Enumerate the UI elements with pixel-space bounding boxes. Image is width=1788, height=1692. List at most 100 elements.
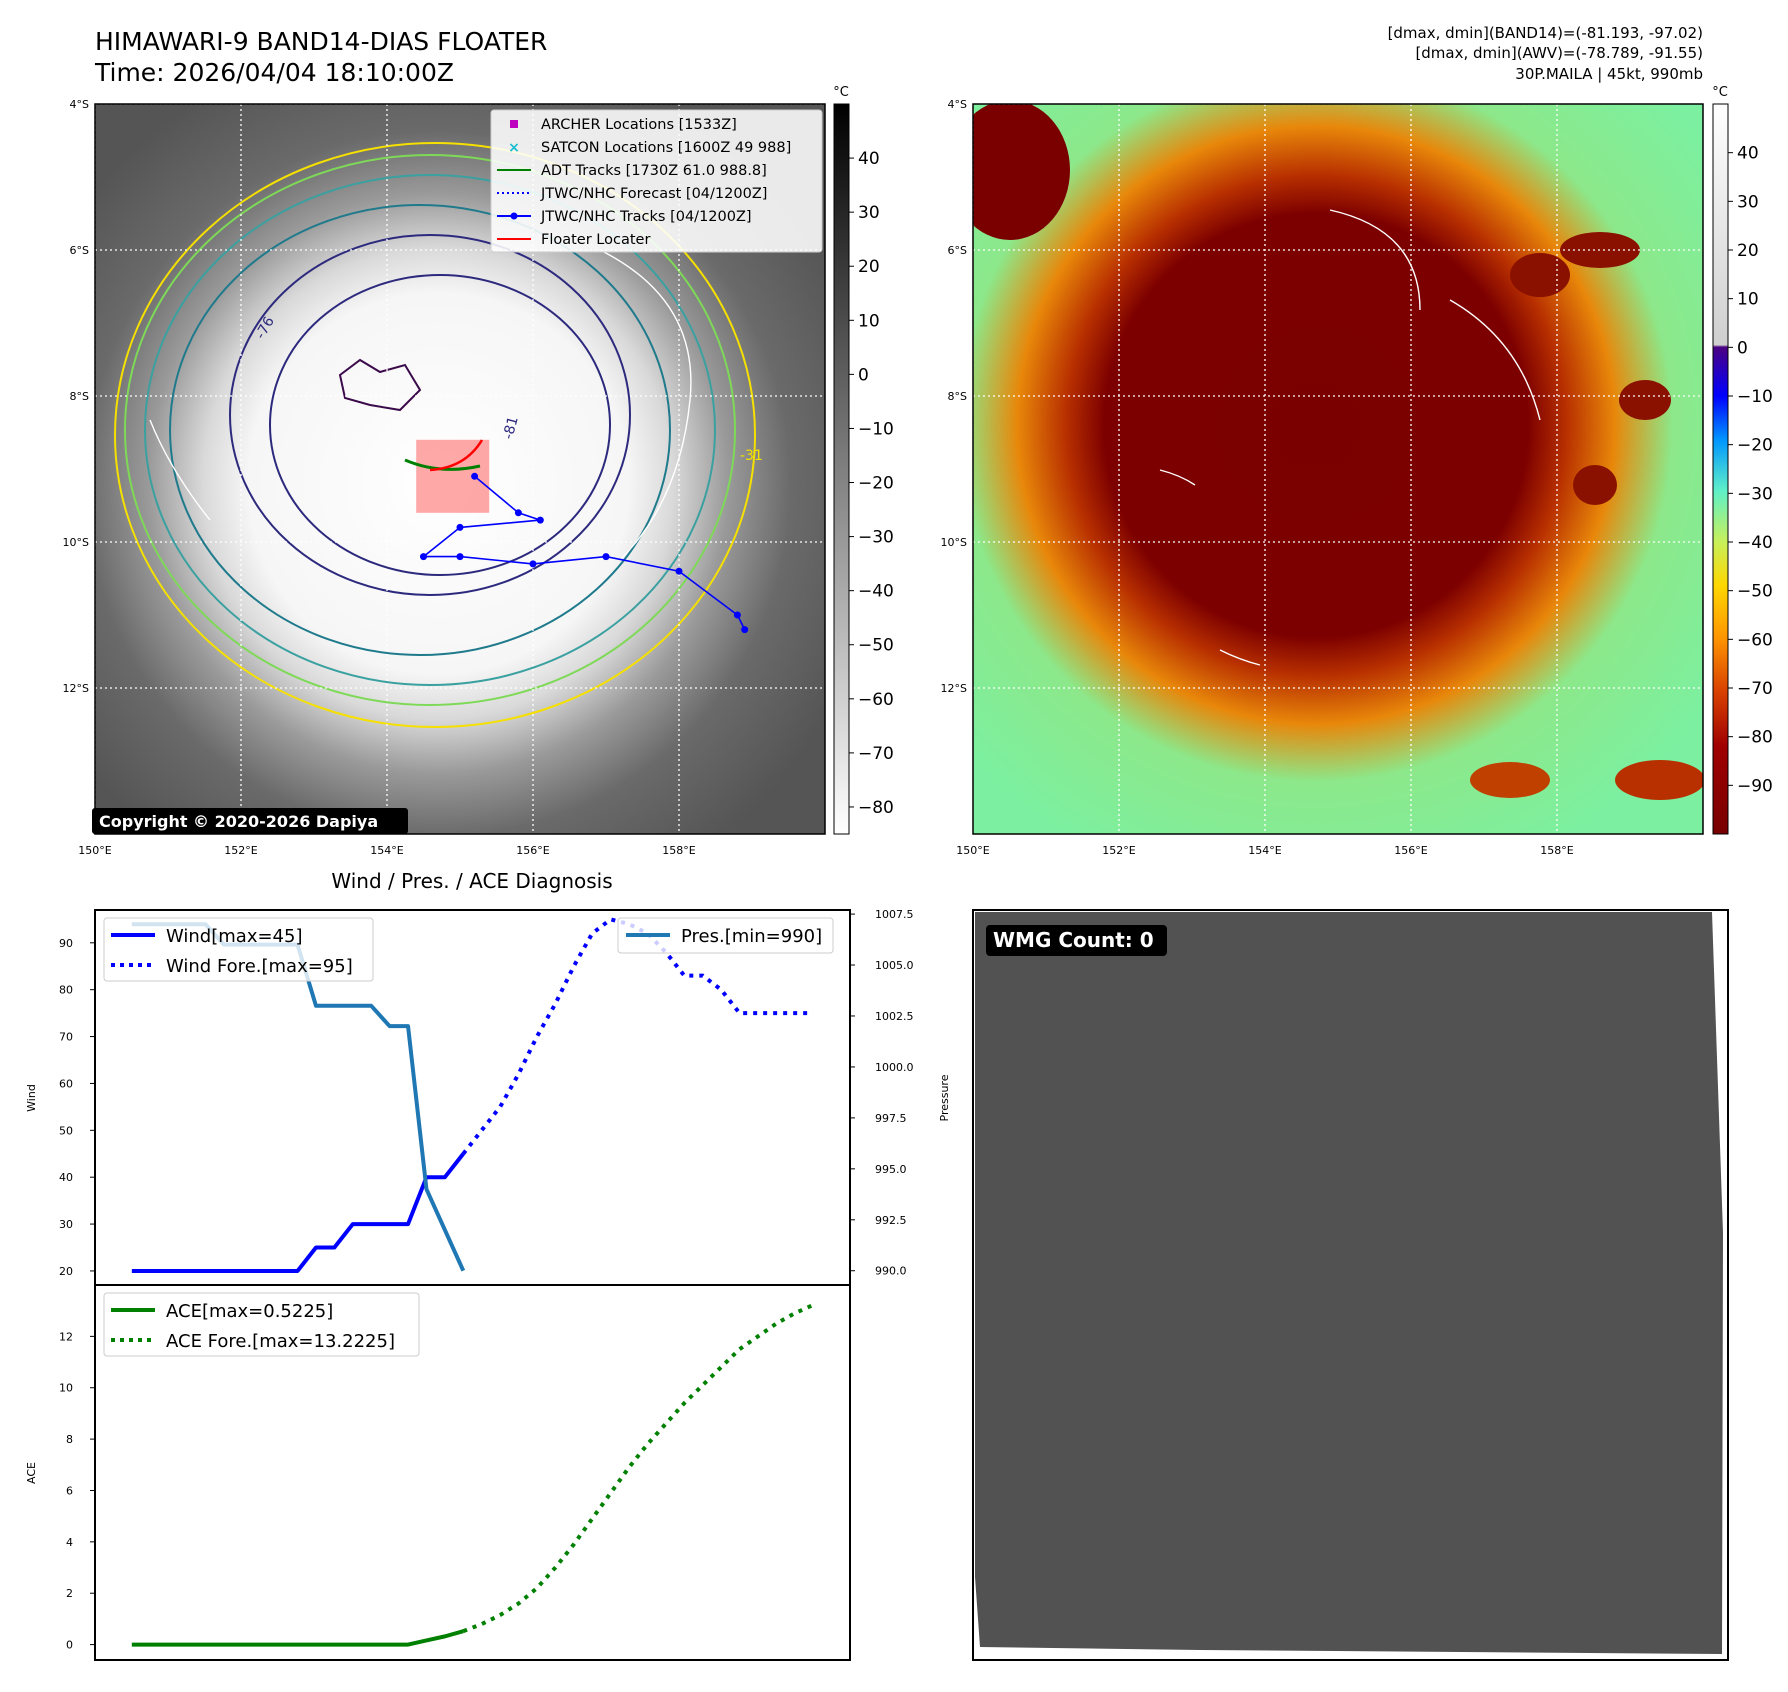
lat-label: 4°S [948, 98, 967, 111]
lat-label: 6°S [948, 244, 967, 257]
pressure-y-tick-label: 992.5 [875, 1214, 907, 1227]
jtwc-track-point [514, 509, 522, 517]
colorbar-tick-label: 10 [858, 311, 880, 331]
ace-legend-box [103, 1292, 420, 1357]
lon-label: 150°E [956, 844, 989, 857]
awv-map-panel: 4°S6°S8°S10°S12°S 150°E 152°E 154°E 156°E 15… [941, 98, 1704, 857]
legend-marker: × [508, 140, 520, 156]
awv-colorbar-unit: °C [1712, 85, 1728, 100]
lat-label: 10°S [63, 536, 89, 549]
pressure-legend-label: Pres.[min=990] [681, 926, 822, 947]
ir-colorbar: °C 40 30 20 10 0 −10 −20 −30 −40 −50 −60 −70 −80 [833, 85, 894, 835]
legend-label: ADT Tracks [1730Z 61.0 988.8] [541, 163, 767, 179]
awv-lat-labels: 4°S 6°S 8°S 10°S 12°S [941, 98, 967, 695]
ir-colorbar-unit: °C [833, 85, 849, 100]
colorbar-tick-label: −20 [1737, 436, 1773, 456]
legend-label: Floater Locater [541, 232, 650, 248]
figure-time: Time: 2026/04/04 18:10:00Z [94, 58, 454, 87]
lon-label: 154°E [1248, 844, 1281, 857]
ace-y-tick-label: 10 [59, 1382, 73, 1395]
ace-y-tick-label: 8 [66, 1433, 73, 1446]
info-line-awv: [dmax, dmin](AWV)=(-78.789, -91.55) [1415, 44, 1703, 62]
colorbar-tick-label: 30 [858, 203, 880, 223]
ace-y-tick-label: 4 [66, 1536, 73, 1549]
wind-forecast-legend-label: Wind Fore.[max=95] [166, 956, 353, 977]
legend-label: SATCON Locations [1600Z 49 988] [541, 140, 791, 156]
pressure-legend-box [617, 917, 834, 954]
pressure-y-ticks: 990.0 992.5 995.0 997.5 1000.0 1002.5 1005.0 10… [850, 908, 914, 1278]
map-legend-items: ARCHER Locations [1533Z] × SATCON Location… [497, 117, 791, 248]
lon-label: 152°E [224, 844, 257, 857]
wind-y-tick-label: 80 [59, 984, 73, 997]
floater-locater-box [416, 439, 490, 513]
ir-lat-labels: 4°S 6°S 8°S 10°S 12°S [63, 98, 89, 695]
jtwc-track-point [741, 626, 749, 634]
lon-label: 152°E [1102, 844, 1135, 857]
awv-colorbar-bar [1712, 103, 1729, 835]
wind-y-tick-label: 90 [59, 937, 73, 950]
lon-label: 150°E [78, 844, 111, 857]
ace-series [131, 1303, 814, 1647]
map-legend-box [490, 109, 823, 253]
pressure-y-tick-label: 990.0 [875, 1265, 907, 1278]
wind-legend-box [103, 917, 374, 982]
jtwc-track-point [420, 553, 427, 561]
lat-label: 4°S [70, 98, 89, 111]
lon-label: 158°E [1540, 844, 1573, 857]
jtwc-track-point [602, 553, 610, 561]
lon-label: 158°E [662, 844, 695, 857]
colorbar-tick-label: 20 [1737, 241, 1759, 261]
wmg-count: WMG Count: 0 [993, 928, 1154, 952]
wind-pressure-chart: 20 30 40 50 60 70 80 90 990.0 992.5 995.0 997.5 100… [25, 908, 951, 1286]
colorbar-tick-label: −10 [858, 419, 894, 439]
series-line [461, 917, 814, 1155]
copyright-box [92, 808, 408, 834]
lon-label: 156°E [516, 844, 549, 857]
colorbar-tick-label: −80 [1737, 728, 1773, 748]
ir-colorbar-ticks: 40 30 20 10 0 −10 −20 −30 −40 −50 −60 −70 −80 [849, 149, 894, 818]
series-line [462, 1303, 814, 1634]
ace-y-label: ACE [25, 1462, 38, 1484]
wind-y-label: Wind [25, 1084, 38, 1112]
ace-legend: ACE[max=0.5225] ACE Fore.[max=13.2225] [103, 1292, 420, 1357]
jtwc-track-point [733, 611, 741, 619]
ace-chart: 0 2 4 6 8 10 12 ACE ACE[max=0.5225] ACE Fore.[… [25, 1284, 851, 1661]
colorbar-tick-label: −80 [858, 798, 894, 818]
wind-y-tick-label: 60 [59, 1077, 73, 1090]
awv-lon-labels: 150°E 152°E 154°E 156°E 158°E [956, 844, 1573, 857]
pressure-legend: Pres.[min=990] [617, 917, 834, 954]
awv-colorbar-ticks: 40 30 20 10 0 −10 −20 −30 −40 −50 −60 −70 −80 −90 [1728, 144, 1773, 796]
ir-contours [114, 142, 756, 728]
colorbar-tick-label: 20 [858, 257, 880, 277]
lon-label: 154°E [370, 844, 403, 857]
ir-lon-labels: 150°E 152°E 154°E 156°E 158°E [78, 844, 695, 857]
ace-y-ticks: 0 2 4 6 8 10 12 [59, 1330, 95, 1652]
lon-label: 156°E [1394, 844, 1427, 857]
pressure-y-tick-label: 1000.0 [875, 1061, 914, 1074]
copyright-text: Copyright © 2020-2026 Dapiya [99, 812, 378, 831]
colorbar-tick-label: 0 [858, 365, 869, 385]
colorbar-tick-label: −70 [858, 744, 894, 764]
colorbar-tick-label: 40 [1737, 144, 1759, 164]
ir-map-panel: -76 -81 -31 ARCHER Locations [1533Z]× SAT… [63, 98, 826, 857]
jtwc-track-point [675, 567, 683, 575]
ir-map-frame [94, 103, 826, 835]
colorbar-tick-label: −50 [1737, 582, 1773, 602]
colorbar-tick-label: −40 [858, 582, 894, 602]
awv-colorbar: °C 40 30 20 10 0 −10 −20 −30 −40 −50 −60 −70 −80 −90 [1712, 85, 1773, 835]
colorbar-tick-label: −10 [1737, 387, 1773, 407]
info-line-storm: 30P.MAILA | 45kt, 990mb [1515, 65, 1703, 83]
wind-y-ticks: 20 30 40 50 60 70 80 90 [59, 937, 95, 1278]
colorbar-tick-label: 30 [1737, 192, 1759, 212]
ace-forecast-legend-label: ACE Fore.[max=13.2225] [166, 1331, 395, 1352]
jtwc-track-points [420, 472, 749, 634]
diagnosis-title: Wind / Pres. / ACE Diagnosis [331, 869, 612, 893]
info-line-band14: [dmax, dmin](BAND14)=(-81.193, -97.02) [1388, 24, 1703, 42]
wmg-count-box [986, 925, 1167, 956]
lat-label: 10°S [941, 536, 967, 549]
contour-label: -81 [500, 415, 521, 441]
colorbar-tick-label: −30 [1737, 484, 1773, 504]
wind-legend: Wind[max=45] Wind Fore.[max=95] [103, 917, 374, 982]
colorbar-tick-label: −50 [858, 636, 894, 656]
colorbar-tick-label: 0 [1737, 338, 1748, 358]
